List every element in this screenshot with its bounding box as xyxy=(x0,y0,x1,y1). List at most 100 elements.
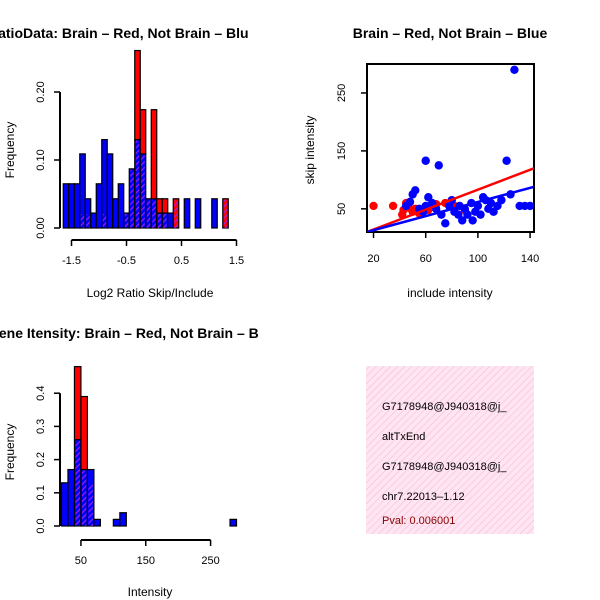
scatter-point-not-brain xyxy=(434,161,443,170)
intensity-histogram-bar-not-brain xyxy=(229,518,238,527)
info-line-3: G7178948@J940318@j_ xyxy=(382,461,507,473)
scatter-point-not-brain xyxy=(463,210,472,219)
ratio-histogram-bar-not-brain xyxy=(90,212,97,229)
ratio-histogram-bar-not-brain xyxy=(194,198,202,229)
ratio-histogram-bar-brain xyxy=(156,198,163,214)
scatter-ylabel: skip intensity xyxy=(303,116,317,185)
scatter-point-not-brain xyxy=(510,65,519,74)
info-line-4: chr7.22013–1.12 xyxy=(382,491,465,503)
ratio-histogram-bar-overlap xyxy=(130,169,134,228)
scatter-point-not-brain xyxy=(441,219,450,228)
info-panel-hatch xyxy=(366,366,534,534)
scatter-box xyxy=(366,63,535,233)
scatter-y-tick-label: 150 xyxy=(336,142,348,160)
scatter-axes: 20 60 100 140 50 150 250 xyxy=(336,84,539,265)
intensity-histogram-bar-overlap xyxy=(75,440,80,526)
scatter-point-brain xyxy=(369,201,378,211)
scatter-y-tick-label: 250 xyxy=(336,84,348,102)
intensity-histogram-y-tick-label: 0.2 xyxy=(35,452,47,467)
ratio-histogram-bar-overlap xyxy=(141,154,145,228)
ratio-histogram-bar-overlap xyxy=(135,140,140,228)
ratio-histogram-y-tick-label: 0.00 xyxy=(35,217,47,238)
ratio-histogram-x-tick-label: 0.5 xyxy=(174,255,189,267)
intensity-histogram-axes: 50 150 250 0.0 0.1 0.2 0.3 0.4 xyxy=(35,386,220,567)
ratio-histogram-bar-not-brain xyxy=(211,198,218,229)
scatter-point-not-brain xyxy=(421,156,430,165)
ratio-histogram-bar-not-brain xyxy=(167,212,174,229)
ratio-histogram-bar-overlap xyxy=(152,199,156,228)
intensity-histogram-xlabel: Intensity xyxy=(128,585,173,599)
intensity-histogram-y-tick-label: 0.3 xyxy=(35,419,47,434)
intensity-histogram-bar-overlap xyxy=(81,470,87,526)
ratio-histogram-bar-overlap xyxy=(223,199,228,228)
intensity-histogram-x-tick-label: 50 xyxy=(75,555,87,567)
info-line-2: altTxEnd xyxy=(382,431,425,443)
scatter-point-not-brain xyxy=(405,197,415,207)
intensity-histogram-bars xyxy=(60,366,238,527)
ratio-histogram-bar-overlap xyxy=(86,214,90,228)
ratio-histogram-y-tick-label: 0.20 xyxy=(35,81,47,102)
ratio-histogram-bar-overlap xyxy=(157,214,162,228)
ratio-histogram-bar-not-brain xyxy=(183,198,191,229)
scatter-panel: Brain – Red, Not Brain – Blue include in… xyxy=(303,25,547,300)
intensity-histogram-bar-not-brain xyxy=(93,518,101,527)
scatter-point-not-brain xyxy=(502,156,511,165)
info-pval: Pval: 0.006001 xyxy=(382,515,455,527)
intensity-histogram-y-tick-label: 0.1 xyxy=(35,485,47,500)
scatter-title: Brain – Red, Not Brain – Blue xyxy=(353,25,548,41)
scatter-point-not-brain xyxy=(497,195,506,205)
intensity-histogram-bar-not-brain xyxy=(119,512,127,527)
ratio-histogram-bar-not-brain xyxy=(73,183,81,229)
intensity-histogram-y-tick-label: 0.4 xyxy=(35,386,47,401)
ratio-histogram-axes: -1.5 -0.5 0.5 1.5 0.00 0.10 0.20 xyxy=(35,81,244,267)
scatter-point-not-brain xyxy=(458,216,467,225)
ratio-histogram-bar-brain xyxy=(161,198,169,214)
ratio-histogram-bar-not-brain xyxy=(117,183,125,229)
ratio-histogram-x-tick-label: -1.5 xyxy=(62,255,81,267)
ratio-histogram-bar-overlap xyxy=(163,214,167,228)
ratio-histogram-y-tick-label: 0.10 xyxy=(35,149,47,170)
scatter-x-tick-label: 100 xyxy=(469,253,487,265)
ratio-histogram-bar-brain xyxy=(150,109,158,200)
intensity-histogram-panel: Gene Itensity: Brain – Red, Not Brain – … xyxy=(0,325,259,599)
ratio-histogram-bar-brain xyxy=(134,49,141,141)
ratio-histogram-bars xyxy=(62,49,229,229)
ratio-histogram-xlabel: Log2 Ratio Skip/Include xyxy=(87,286,214,300)
ratio-histogram-bar-brain xyxy=(139,109,147,155)
ratio-histogram-bar-not-brain xyxy=(95,183,103,229)
scatter-y-tick-label: 50 xyxy=(336,203,348,215)
scatter-point-not-brain xyxy=(468,216,477,225)
ratio-histogram-bar-overlap xyxy=(80,214,85,228)
intensity-histogram-bar-not-brain xyxy=(67,468,76,527)
scatter-x-tick-label: 60 xyxy=(420,253,432,265)
scatter-x-tick-label: 20 xyxy=(367,253,379,265)
scatter-fit-line-brain xyxy=(367,167,534,232)
ratio-histogram-bar-overlap xyxy=(124,214,129,228)
ratio-histogram-x-tick-label: 1.5 xyxy=(229,255,244,267)
intensity-histogram-bar-not-brain xyxy=(112,518,121,527)
intensity-histogram-title: Gene Itensity: Brain – Red, Not Brain – … xyxy=(0,325,259,341)
scatter-point-brain xyxy=(388,201,398,211)
intensity-histogram-x-tick-label: 250 xyxy=(201,555,219,567)
scatter-fit-line-not-brain xyxy=(367,185,534,232)
ratio-histogram-bar-overlap xyxy=(174,199,178,228)
ratio-histogram-title: RatioData: Brain – Red, Not Brain – Blu xyxy=(0,25,249,41)
scatter-point-not-brain xyxy=(476,210,485,219)
intensity-histogram-x-tick-label: 150 xyxy=(137,555,155,567)
scatter-point-not-brain xyxy=(486,198,496,208)
intensity-histogram-bar-not-brain xyxy=(60,482,69,527)
ratio-histogram-bar-not-brain xyxy=(68,183,75,229)
ratio-histogram-bar-not-brain xyxy=(62,183,70,229)
intensity-histogram-bar-brain xyxy=(80,395,89,471)
intensity-histogram-bar-brain xyxy=(73,366,82,441)
ratio-histogram-x-tick-label: -0.5 xyxy=(117,255,136,267)
ratio-histogram-bar-overlap xyxy=(146,199,151,228)
scatter-point-not-brain xyxy=(525,201,535,211)
scatter-point-not-brain xyxy=(411,186,420,195)
ratio-histogram-bar-not-brain xyxy=(112,198,119,229)
scatter-x-tick-label: 140 xyxy=(521,253,539,265)
ratio-histogram-bar-not-brain xyxy=(106,153,114,229)
info-panel: G7178948@J940318@j_ altTxEnd G7178948@J9… xyxy=(366,366,534,534)
intensity-histogram-y-tick-label: 0.0 xyxy=(35,518,47,533)
